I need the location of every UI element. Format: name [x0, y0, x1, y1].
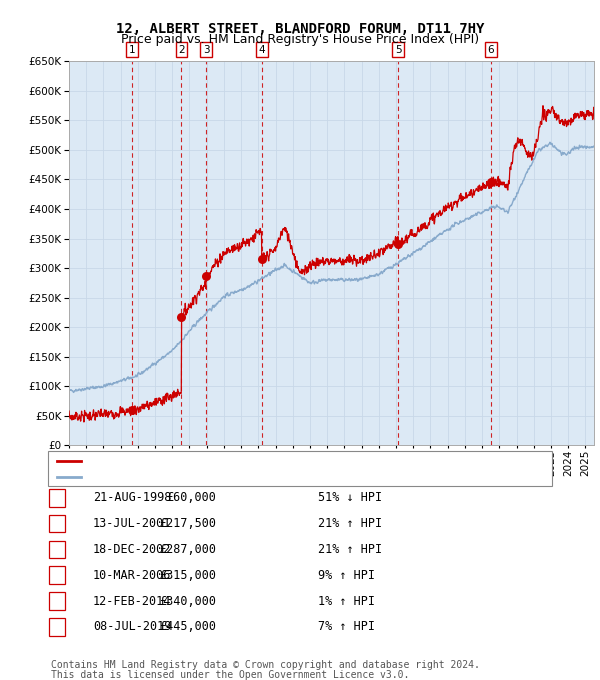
Text: £315,000: £315,000 [159, 568, 216, 582]
Text: 1: 1 [53, 491, 61, 505]
Text: 08-JUL-2019: 08-JUL-2019 [93, 620, 172, 634]
Text: £217,500: £217,500 [159, 517, 216, 530]
Text: £287,000: £287,000 [159, 543, 216, 556]
Text: 7% ↑ HPI: 7% ↑ HPI [318, 620, 375, 634]
Text: 9% ↑ HPI: 9% ↑ HPI [318, 568, 375, 582]
Text: 10-MAR-2006: 10-MAR-2006 [93, 568, 172, 582]
Text: 21% ↑ HPI: 21% ↑ HPI [318, 543, 382, 556]
Text: 5: 5 [395, 45, 401, 54]
Text: This data is licensed under the Open Government Licence v3.0.: This data is licensed under the Open Gov… [51, 670, 409, 679]
Text: £340,000: £340,000 [159, 594, 216, 608]
Text: 51% ↓ HPI: 51% ↓ HPI [318, 491, 382, 505]
Text: 6: 6 [488, 45, 494, 54]
Text: 21-AUG-1998: 21-AUG-1998 [93, 491, 172, 505]
Text: 2: 2 [53, 517, 61, 530]
Text: 12-FEB-2014: 12-FEB-2014 [93, 594, 172, 608]
Text: 2: 2 [178, 45, 185, 54]
Text: 21% ↑ HPI: 21% ↑ HPI [318, 517, 382, 530]
Text: HPI: Average price, detached house, Dorset: HPI: Average price, detached house, Dors… [87, 473, 371, 482]
Text: 5: 5 [53, 594, 61, 608]
Text: Contains HM Land Registry data © Crown copyright and database right 2024.: Contains HM Land Registry data © Crown c… [51, 660, 480, 670]
Text: £445,000: £445,000 [159, 620, 216, 634]
Text: 3: 3 [53, 543, 61, 556]
Text: Price paid vs. HM Land Registry's House Price Index (HPI): Price paid vs. HM Land Registry's House … [121, 33, 479, 46]
Text: 13-JUL-2001: 13-JUL-2001 [93, 517, 172, 530]
Text: 4: 4 [53, 568, 61, 582]
Text: 18-DEC-2002: 18-DEC-2002 [93, 543, 172, 556]
Text: 12, ALBERT STREET, BLANDFORD FORUM, DT11 7HY: 12, ALBERT STREET, BLANDFORD FORUM, DT11… [116, 22, 484, 36]
Text: 3: 3 [203, 45, 209, 54]
Text: 4: 4 [259, 45, 265, 54]
Text: 6: 6 [53, 620, 61, 634]
Text: 12, ALBERT STREET, BLANDFORD FORUM, DT11 7HY (detached house): 12, ALBERT STREET, BLANDFORD FORUM, DT11… [87, 456, 499, 466]
Text: 1% ↑ HPI: 1% ↑ HPI [318, 594, 375, 608]
Text: 1: 1 [128, 45, 135, 54]
Text: £60,000: £60,000 [166, 491, 216, 505]
